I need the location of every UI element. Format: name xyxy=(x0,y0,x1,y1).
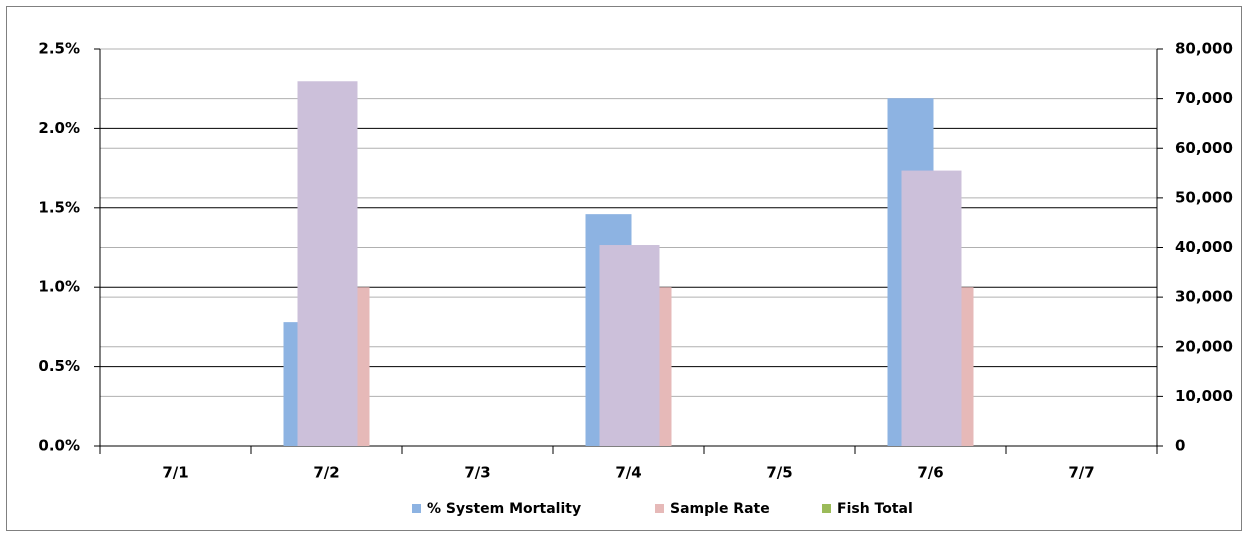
y-tick-label: 2.5% xyxy=(38,40,80,58)
y2-tick-label: 60,000 xyxy=(1175,139,1233,157)
y-tick-label: 2.0% xyxy=(38,119,80,137)
legend-label: % System Mortality xyxy=(427,501,581,517)
bar xyxy=(297,81,358,446)
x-tick-label: 7/2 xyxy=(313,464,339,482)
y2-tick-label: 40,000 xyxy=(1175,238,1233,256)
legend-swatch xyxy=(412,504,421,513)
y-tick-label: 0.0% xyxy=(38,437,80,455)
legend-swatch xyxy=(822,504,831,513)
y2-tick-label: 50,000 xyxy=(1175,188,1233,206)
legend-label: Sample Rate xyxy=(670,501,770,517)
legend-label: Fish Total xyxy=(837,501,913,517)
y2-tick-label: 30,000 xyxy=(1175,288,1233,306)
x-tick-label: 7/5 xyxy=(766,464,792,482)
y2-tick-label: 70,000 xyxy=(1175,89,1233,107)
bar xyxy=(599,245,660,446)
legend-swatch xyxy=(655,504,664,513)
x-tick-label: 7/4 xyxy=(615,464,641,482)
x-tick-label: 7/3 xyxy=(464,464,490,482)
x-tick-label: 7/7 xyxy=(1068,464,1094,482)
bar xyxy=(901,170,962,447)
x-tick-label: 7/6 xyxy=(917,464,943,482)
y-tick-label: 1.5% xyxy=(38,198,80,216)
y2-tick-label: 0 xyxy=(1175,437,1185,455)
y2-tick-label: 20,000 xyxy=(1175,337,1233,355)
y-tick-label: 0.5% xyxy=(38,357,80,375)
y-tick-label: 1.0% xyxy=(38,278,80,296)
y2-tick-label: 10,000 xyxy=(1175,387,1233,405)
y2-tick-label: 80,000 xyxy=(1175,40,1233,58)
x-tick-label: 7/1 xyxy=(162,464,188,482)
